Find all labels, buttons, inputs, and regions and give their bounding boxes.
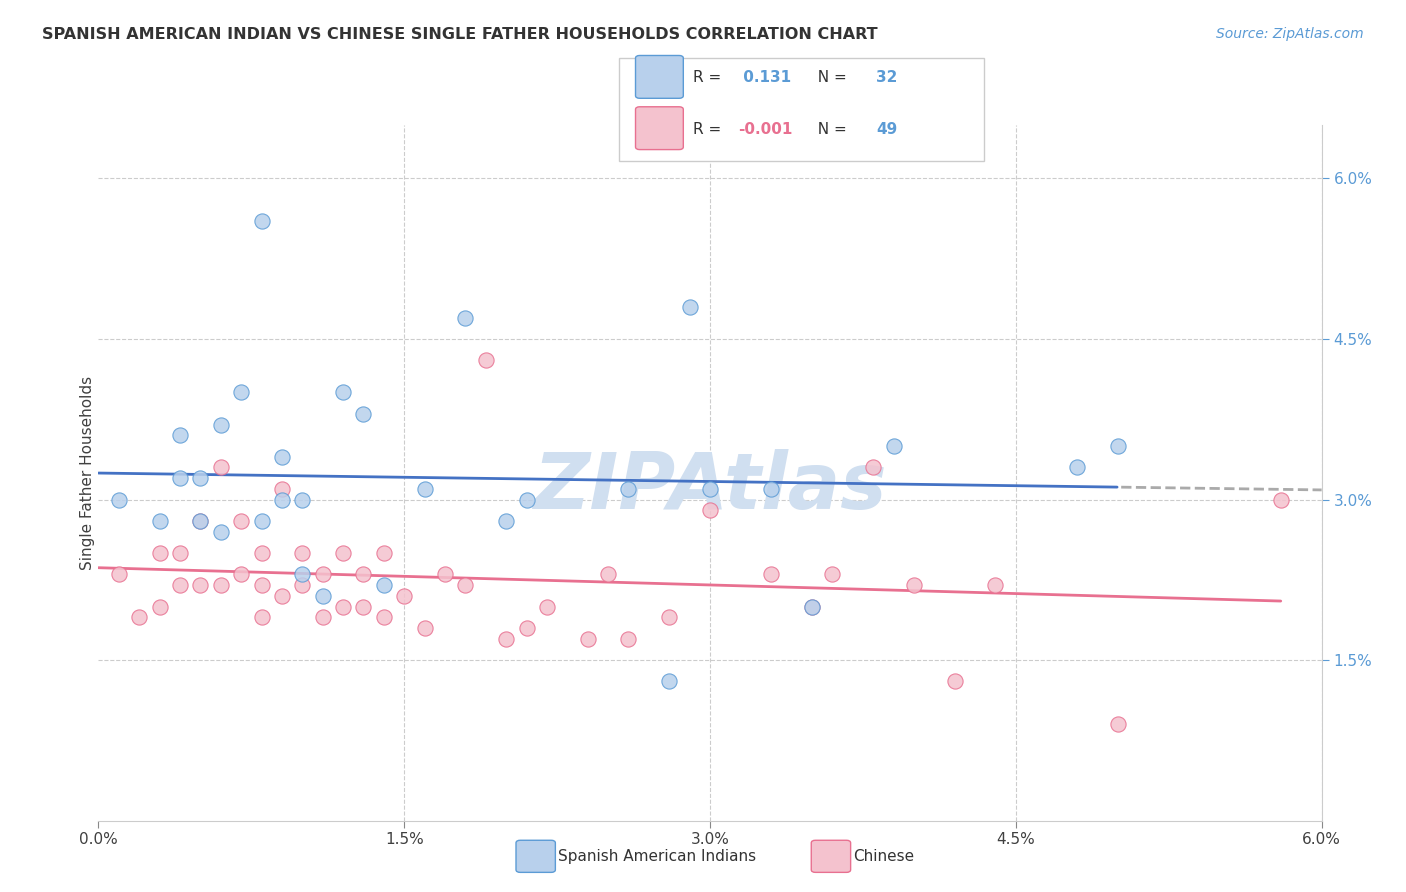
Point [1107,717,1129,731]
Point [332,385,354,400]
Point [270,482,292,496]
Point [231,567,253,582]
Point [495,514,517,528]
Point [209,417,232,432]
Y-axis label: Single Father Households: Single Father Households [80,376,94,570]
Point [270,450,292,464]
Point [1066,460,1088,475]
Point [209,524,232,539]
Point [821,567,844,582]
Point [352,599,374,614]
Point [373,546,395,560]
Point [474,353,498,368]
Point [149,546,172,560]
Point [658,610,681,624]
Point [679,300,702,314]
Point [413,482,436,496]
Point [231,514,253,528]
Point [598,567,620,582]
Text: Chinese: Chinese [853,849,914,863]
Point [699,482,721,496]
Point [169,578,191,592]
Point [413,621,436,635]
Point [883,439,905,453]
Point [250,214,273,228]
Point [617,632,640,646]
Text: ZIPAtlas: ZIPAtlas [533,449,887,524]
Point [311,567,335,582]
Point [250,514,273,528]
Point [311,589,335,603]
Point [454,310,477,325]
Point [984,578,1007,592]
Text: N =: N = [808,121,852,136]
Text: -0.001: -0.001 [738,121,793,136]
Point [209,460,232,475]
Point [311,610,335,624]
Point [291,492,314,507]
Text: Source: ZipAtlas.com: Source: ZipAtlas.com [1216,27,1364,41]
Point [291,578,314,592]
Point [392,589,416,603]
Point [149,514,172,528]
Point [352,567,374,582]
Text: R =: R = [693,121,727,136]
Point [332,599,354,614]
Text: SPANISH AMERICAN INDIAN VS CHINESE SINGLE FATHER HOUSEHOLDS CORRELATION CHART: SPANISH AMERICAN INDIAN VS CHINESE SINGL… [42,27,877,42]
Point [576,632,599,646]
Text: N =: N = [808,70,852,86]
Point [250,610,273,624]
Point [291,567,314,582]
Point [862,460,884,475]
Text: 49: 49 [876,121,897,136]
Point [108,567,131,582]
Point [250,546,273,560]
Point [761,482,783,496]
Text: R =: R = [693,70,727,86]
Point [332,546,354,560]
Point [291,546,314,560]
Point [270,589,292,603]
Point [169,471,191,485]
Point [231,385,253,400]
Point [617,482,640,496]
Point [761,567,783,582]
Point [699,503,721,517]
Point [454,578,477,592]
Point [250,578,273,592]
Point [169,428,191,442]
Text: Spanish American Indians: Spanish American Indians [558,849,756,863]
Point [536,599,558,614]
Point [373,578,395,592]
Point [943,674,966,689]
Point [209,578,232,592]
Text: 0.131: 0.131 [738,70,792,86]
Point [188,514,212,528]
Point [1107,439,1129,453]
Point [495,632,517,646]
Point [188,578,212,592]
Point [188,514,212,528]
Text: 32: 32 [876,70,897,86]
Point [516,621,538,635]
Point [188,471,212,485]
Point [373,610,395,624]
Point [801,599,824,614]
Point [128,610,150,624]
Point [352,407,374,421]
Point [1270,492,1292,507]
Point [903,578,925,592]
Point [516,492,538,507]
Point [149,599,172,614]
Point [801,599,824,614]
Point [169,546,191,560]
Point [270,492,292,507]
Point [108,492,131,507]
Point [433,567,456,582]
Point [658,674,681,689]
